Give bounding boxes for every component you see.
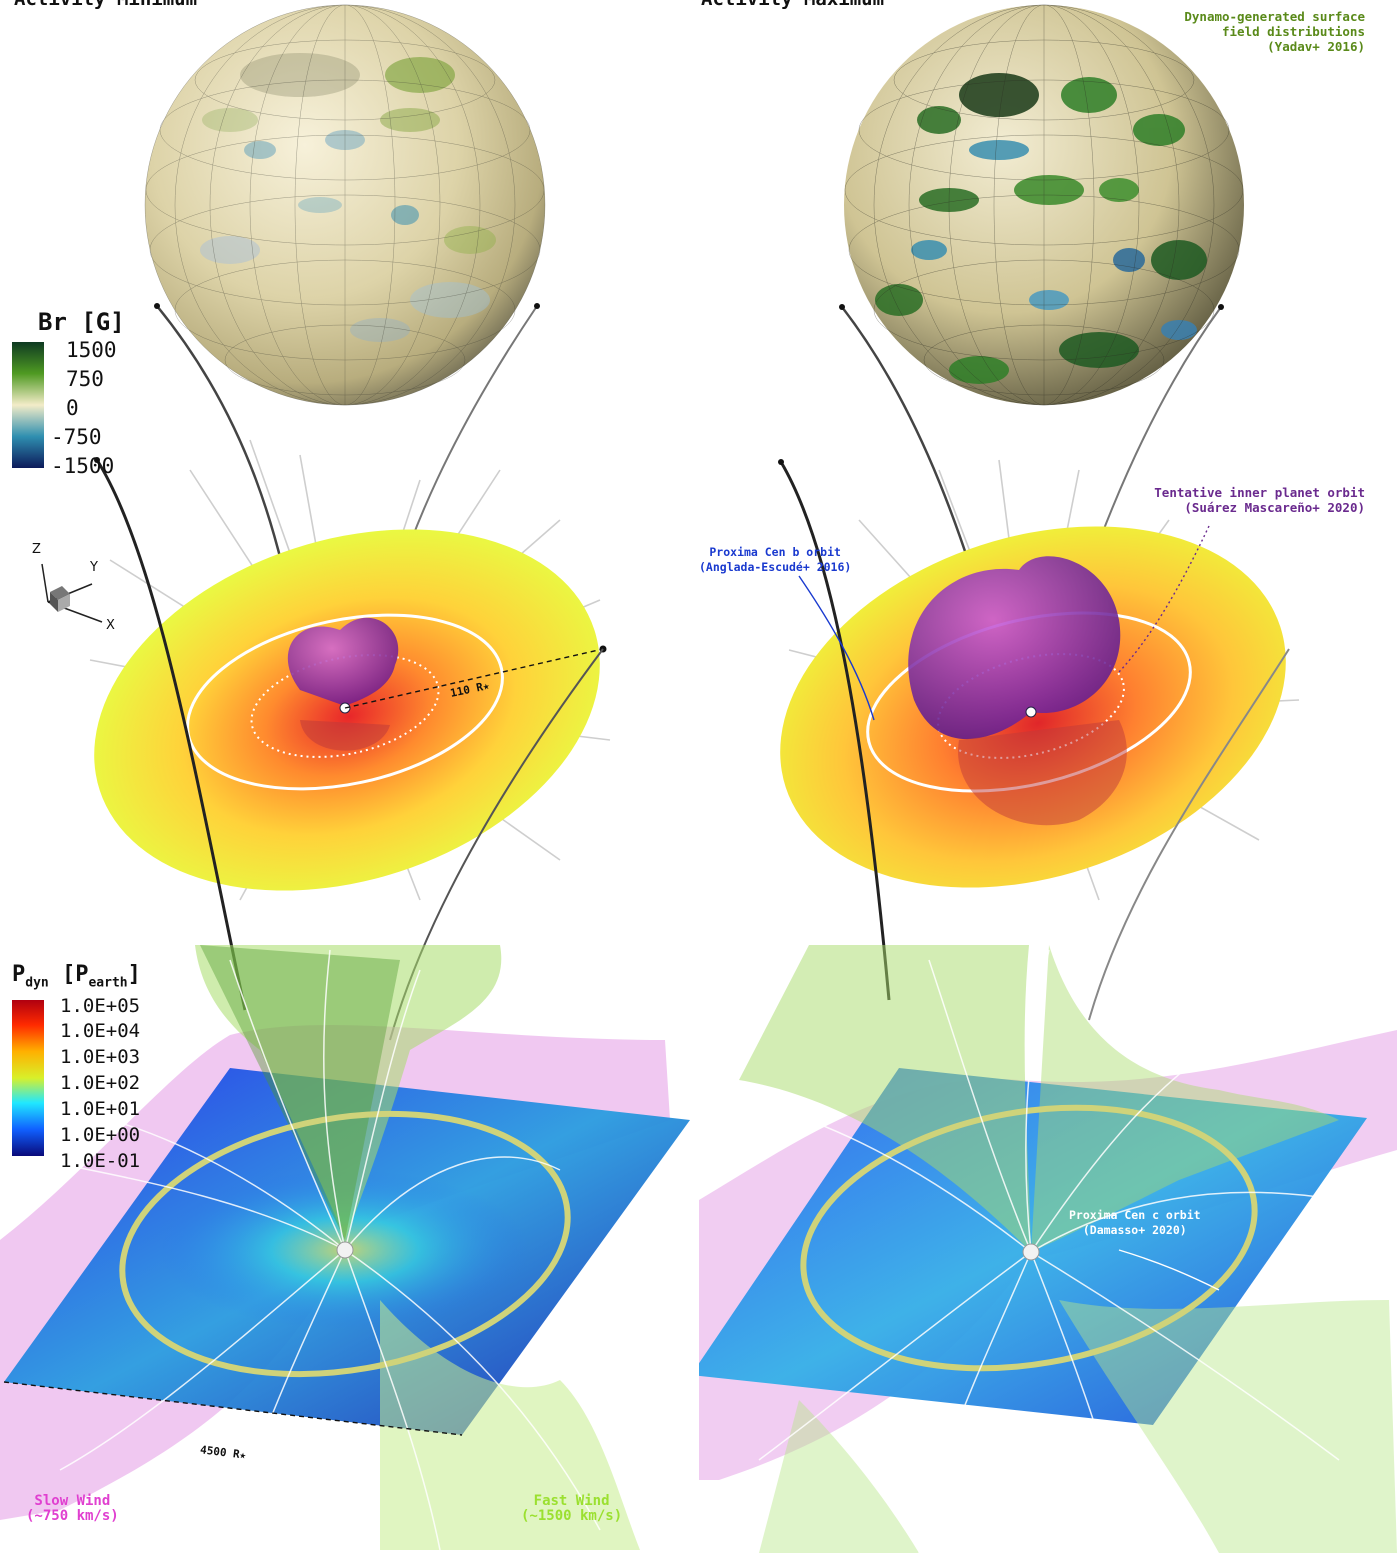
left-visualization	[0, 4, 690, 1551]
panel-title-maximum: Activity Maximum	[701, 0, 884, 10]
orbit-ring-c	[119, 1110, 571, 1378]
alfven-surface	[287, 617, 399, 706]
pressure-disk-max	[780, 526, 1286, 888]
br-tick: -750	[51, 425, 102, 449]
br-colorbar-title: Br [G]	[38, 308, 125, 336]
br-tick: 1500	[66, 338, 117, 362]
stellar-surface-sphere-min	[144, 4, 546, 406]
proxima-b-arrow	[798, 575, 875, 721]
right-visualization	[699, 4, 1397, 1553]
activity-maximum-panel: Activity Maximum	[699, 0, 1397, 1553]
pdyn-tick: 1.0E-01	[60, 1150, 141, 1172]
proxima-c-note: Proxima Cen c orbit (Damasso+ 2020)	[1069, 1208, 1201, 1237]
activity-minimum-panel: Activity Minimum	[0, 0, 698, 1553]
br-colorbar: Br [G] 1500 750 0 -750 -1500	[10, 308, 150, 478]
fast-wind-label: Fast Wind (~1500 km/s)	[521, 1493, 623, 1524]
fast-wind-surface	[739, 945, 1031, 1252]
pdyn-tick: 1.0E+01	[60, 1098, 141, 1120]
orbit-ring-c	[800, 1104, 1258, 1372]
br-tick: 0	[66, 396, 79, 420]
connector-endpoint	[154, 303, 160, 309]
br-tick: 750	[66, 367, 104, 391]
scale-line-4500	[3, 1381, 463, 1436]
panel-title-minimum: Activity Minimum	[14, 0, 197, 10]
pdyn-tick: 1.0E+00	[60, 1124, 141, 1146]
field-lines-lower-max	[738, 949, 1340, 1553]
pdyn-colorbar: Pdyn [Pearth] 1.0E+05 1.0E+04 1.0E+03 1.…	[10, 962, 185, 1177]
axis-y-label: Y	[90, 560, 98, 575]
slow-wind-label: Slow Wind (~750 km/s)	[26, 1493, 119, 1524]
wind-3d-view-min	[0, 945, 690, 1551]
axis-triad: Z Y X	[28, 542, 128, 642]
tentative-orbit-arrow	[1118, 525, 1210, 673]
proxima-b-note: Proxima Cen b orbit (Anglada-Escudé+ 201…	[699, 545, 852, 574]
axis-z-label: Z	[32, 542, 41, 557]
connector-line	[95, 459, 247, 1011]
pdyn-tick: 1.0E+04	[60, 1020, 141, 1042]
br-colorbar-gradient	[12, 342, 44, 468]
inner-orbit-ring	[250, 654, 440, 758]
connector-endpoint	[534, 303, 540, 309]
wind-3d-view-max	[699, 945, 1397, 1553]
pdyn-tick: 1.0E+03	[60, 1046, 141, 1068]
connector-line	[1088, 648, 1290, 1021]
pressure-disk-min	[94, 529, 607, 891]
pdyn-tick: 1.0E+05	[60, 995, 141, 1017]
pdyn-colorbar-title: Pdyn [Pearth]	[12, 962, 141, 991]
field-lines-lower-min	[39, 949, 601, 1551]
dynamo-note: Dynamo-generated surface field distribut…	[1184, 9, 1365, 54]
stellar-surface-sphere-max	[844, 4, 1244, 406]
alfven-surface	[908, 556, 1121, 740]
tentative-orbit-note: Tentative inner planet orbit (Suárez Mas…	[1154, 485, 1365, 515]
pdyn-tick: 1.0E+02	[60, 1072, 141, 1094]
connector-line	[779, 461, 891, 1001]
fast-wind-surface	[195, 945, 502, 1240]
proxima-c-arrow	[1118, 1249, 1220, 1291]
scale-line-110	[344, 648, 604, 709]
pdyn-colorbar-gradient	[12, 1000, 44, 1156]
br-tick: -1500	[51, 454, 115, 478]
axis-x-label: X	[106, 618, 115, 633]
